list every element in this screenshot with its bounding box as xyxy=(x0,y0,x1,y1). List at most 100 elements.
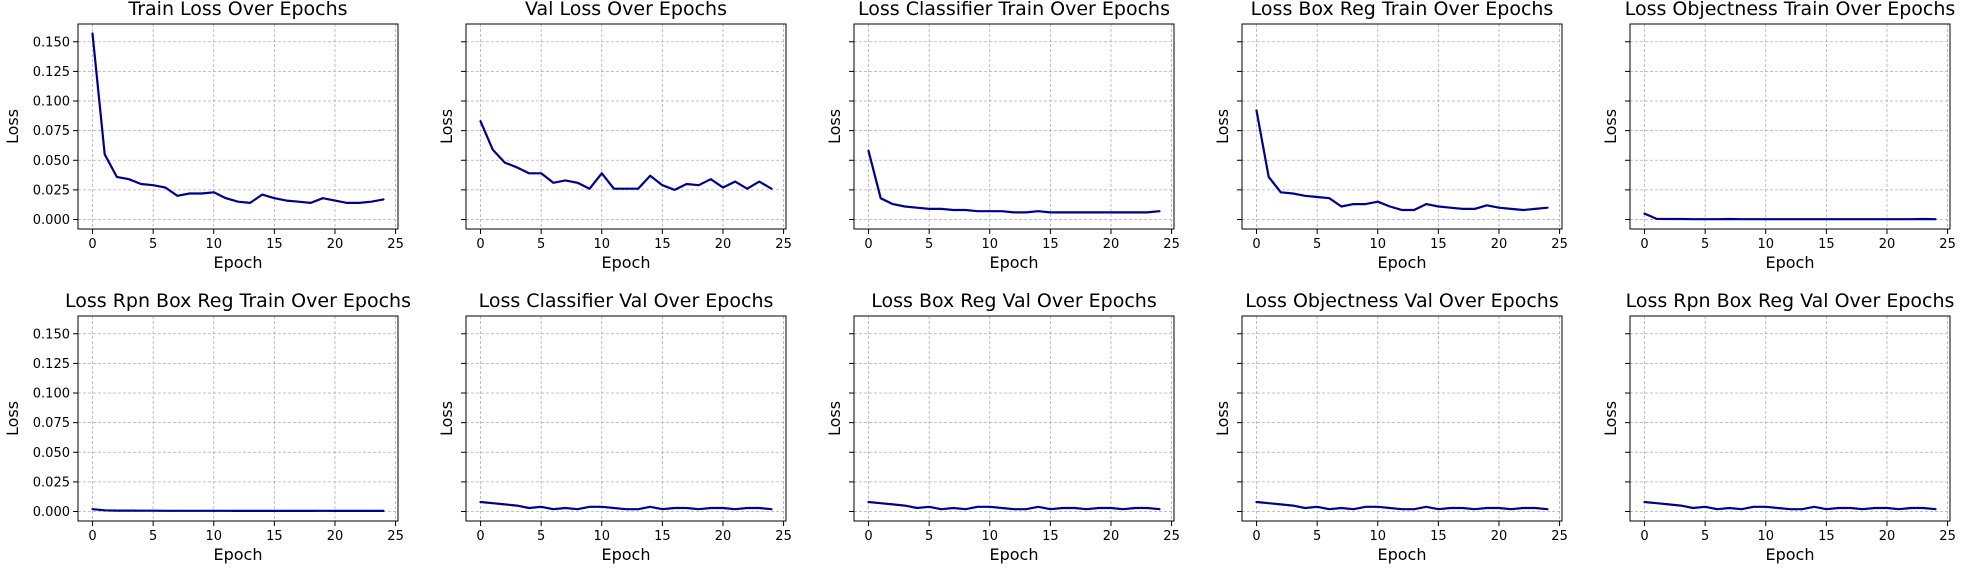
x-tick-label: 0 xyxy=(1252,529,1260,544)
x-axis-label: Epoch xyxy=(602,545,651,564)
x-tick-label: 0 xyxy=(476,529,484,544)
x-axis-label: Epoch xyxy=(1378,253,1427,272)
y-tick-label: 0.050 xyxy=(33,154,70,169)
x-tick-label: 5 xyxy=(149,529,157,544)
x-tick-label: 10 xyxy=(593,237,610,252)
x-axis-label: Epoch xyxy=(602,253,651,272)
y-axis-label: Loss xyxy=(1213,109,1232,144)
y-axis-label: Loss xyxy=(825,109,844,144)
x-tick-label: 25 xyxy=(1551,529,1568,544)
x-axis-label: Epoch xyxy=(990,545,1039,564)
x-tick-label: 5 xyxy=(1313,529,1321,544)
x-tick-label: 25 xyxy=(1939,237,1956,252)
subplot-5: 0 5 10 15 20 25 Loss Objectness Train Over Epo… xyxy=(1601,0,1956,272)
series-line xyxy=(91,508,385,512)
axes-frame xyxy=(465,315,787,522)
y-tick-label: 0.100 xyxy=(33,95,70,110)
y-tick-label: 0.125 xyxy=(33,65,70,80)
x-tick-label: 0 xyxy=(88,529,96,544)
x-tick-label: 25 xyxy=(387,529,404,544)
y-axis-label: Loss xyxy=(825,401,844,436)
series-line xyxy=(479,500,773,511)
x-tick-label: 5 xyxy=(925,237,933,252)
chart-title: Loss Classifier Val Over Epochs xyxy=(479,290,774,312)
chart-title: Loss Objectness Train Over Epochs xyxy=(1625,0,1956,20)
chart-title: Train Loss Over Epochs xyxy=(127,0,347,20)
x-tick-label: 5 xyxy=(149,237,157,252)
x-tick-label: 20 xyxy=(1103,529,1120,544)
x-tick-label: 5 xyxy=(1701,237,1709,252)
x-tick-label: 15 xyxy=(1818,529,1835,544)
x-axis-label: Epoch xyxy=(1766,253,1815,272)
x-tick-label: 10 xyxy=(1757,237,1774,252)
series-line xyxy=(867,149,1161,214)
x-tick-label: 5 xyxy=(925,529,933,544)
x-tick-label: 20 xyxy=(1491,529,1508,544)
y-axis-label: Loss xyxy=(1601,109,1620,144)
subplot-4: 0 5 10 15 20 25 Loss Box Reg Train Over Epochs… xyxy=(1213,0,1568,272)
x-axis-label: Epoch xyxy=(1766,545,1815,564)
x-tick-label: 15 xyxy=(1818,237,1835,252)
x-axis-label: Epoch xyxy=(1378,545,1427,564)
x-tick-label: 25 xyxy=(1551,237,1568,252)
x-tick-label: 25 xyxy=(387,237,404,252)
series-line xyxy=(479,120,773,191)
x-tick-label: 10 xyxy=(205,529,222,544)
subplot-7: 0 5 10 15 20 25 Loss Classifier Val Over Epoch… xyxy=(437,290,792,564)
y-tick-label: 0.050 xyxy=(33,446,70,461)
series-line xyxy=(1255,109,1549,212)
series-line xyxy=(1255,500,1549,511)
subplot-8: 0 5 10 15 20 25 Loss Box Reg Val Over Epochs Ep… xyxy=(825,290,1180,564)
y-tick-label: 0.000 xyxy=(33,505,70,520)
y-axis-label: Loss xyxy=(3,401,22,436)
x-tick-label: 0 xyxy=(1640,237,1648,252)
chart-title: Loss Box Reg Train Over Epochs xyxy=(1251,0,1554,20)
x-tick-label: 0 xyxy=(864,237,872,252)
chart-title: Loss Classifier Train Over Epochs xyxy=(858,0,1170,20)
x-tick-label: 15 xyxy=(654,237,671,252)
y-tick-label: 0.150 xyxy=(33,327,70,342)
subplot-9: 0 5 10 15 20 25 Loss Objectness Val Over Epoch… xyxy=(1213,290,1568,564)
x-tick-label: 15 xyxy=(1430,529,1447,544)
x-tick-label: 10 xyxy=(981,529,998,544)
x-tick-label: 5 xyxy=(537,529,545,544)
x-tick-label: 0 xyxy=(1252,237,1260,252)
series-line xyxy=(867,500,1161,511)
axes-frame xyxy=(853,315,1175,522)
chart-title: Loss Rpn Box Reg Val Over Epochs xyxy=(1626,290,1955,312)
subplot-10: 0 5 10 15 20 25 Loss Rpn Box Reg Val Over Epoc… xyxy=(1601,290,1956,564)
x-tick-label: 5 xyxy=(537,237,545,252)
x-axis-label: Epoch xyxy=(214,545,263,564)
x-tick-label: 20 xyxy=(715,529,732,544)
axes-frame xyxy=(1241,315,1563,522)
y-tick-label: 0.000 xyxy=(33,213,70,228)
x-tick-label: 0 xyxy=(476,237,484,252)
x-tick-label: 25 xyxy=(775,529,792,544)
axes-frame xyxy=(77,23,399,230)
chart-title: Loss Rpn Box Reg Train Over Epochs xyxy=(65,290,411,312)
x-tick-label: 25 xyxy=(1163,237,1180,252)
y-tick-label: 0.150 xyxy=(33,35,70,50)
y-axis-label: Loss xyxy=(437,109,456,144)
y-tick-label: 0.125 xyxy=(33,357,70,372)
chart-title: Val Loss Over Epochs xyxy=(525,0,727,20)
x-tick-label: 5 xyxy=(1701,529,1709,544)
x-tick-label: 20 xyxy=(327,237,344,252)
x-tick-label: 15 xyxy=(1042,529,1059,544)
x-tick-label: 20 xyxy=(1879,237,1896,252)
x-tick-label: 0 xyxy=(1640,529,1648,544)
x-tick-label: 25 xyxy=(1939,529,1956,544)
series-line xyxy=(1643,212,1937,221)
subplot-3: 0 5 10 15 20 25 Loss Classifier Train Over Epo… xyxy=(825,0,1180,272)
y-axis-label: Loss xyxy=(1601,401,1620,436)
x-tick-label: 10 xyxy=(1369,237,1386,252)
x-axis-label: Epoch xyxy=(990,253,1039,272)
x-tick-label: 0 xyxy=(864,529,872,544)
subplot-6: 0 5 10 15 20 25 0.000 0.025 0.050 0.075 0.100 0.125… xyxy=(3,290,411,564)
axes-frame xyxy=(853,23,1175,230)
axes-frame xyxy=(465,23,787,230)
x-tick-label: 15 xyxy=(654,529,671,544)
x-tick-label: 0 xyxy=(88,237,96,252)
y-tick-label: 0.025 xyxy=(33,183,70,198)
